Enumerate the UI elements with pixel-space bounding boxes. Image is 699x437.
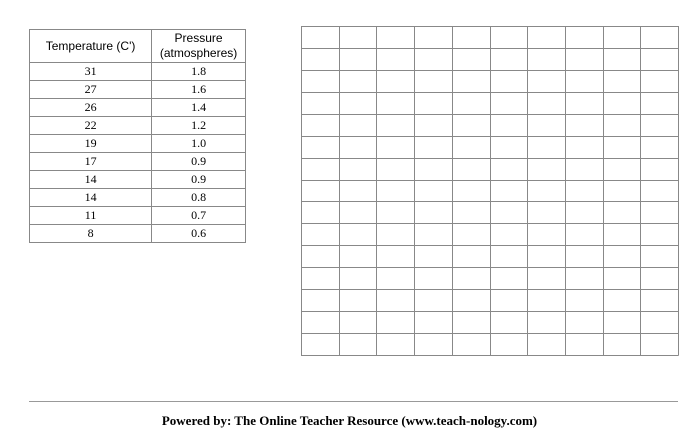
footer-text: Powered by: The Online Teacher Resource … [161, 413, 538, 428]
table-cell: 0.7 [151, 206, 246, 225]
table-cell: 19 [28, 134, 153, 153]
table-cell: 17 [28, 152, 153, 171]
table-row: 8 0.6 [28, 224, 246, 243]
table-row: 31 1.8 [28, 62, 246, 81]
table-row: 14 0.9 [28, 170, 246, 189]
table-cell: 0.6 [151, 224, 246, 243]
table-row: 17 0.9 [28, 152, 246, 171]
table-row: 14 0.8 [28, 188, 246, 207]
table-row: 11 0.7 [28, 206, 246, 225]
table-cell: 26 [28, 98, 153, 117]
table-cell: 14 [28, 188, 153, 207]
table-row: 19 1.0 [28, 134, 246, 153]
column-header: Pressure (atmospheres) [151, 29, 246, 63]
table-cell: 27 [28, 80, 153, 99]
blank-graph-grid [301, 26, 679, 356]
table-cell: 11 [28, 206, 153, 225]
table-cell: 31 [28, 62, 153, 81]
table-cell: 8 [28, 224, 153, 243]
table-row: 27 1.6 [28, 80, 246, 99]
table-cell: 1.8 [151, 62, 246, 81]
table-cell: 1.0 [151, 134, 246, 153]
table-cell: 1.6 [151, 80, 246, 99]
table-cell: 1.4 [151, 98, 246, 117]
table-row: 26 1.4 [28, 98, 246, 117]
table-cell: 0.9 [151, 170, 246, 189]
table-cell: 0.8 [151, 188, 246, 207]
data-table: Temperature (C') Pressure (atmospheres) 3… [28, 29, 246, 243]
footer-rule [29, 401, 678, 402]
table-body: 31 1.8 27 1.6 26 1.4 22 1.2 19 1.0 17 0.9 14 0.9 14 0.8… [28, 62, 246, 243]
table-cell: 1.2 [151, 116, 246, 135]
header-row: Temperature (C') Pressure (atmospheres) [28, 29, 246, 63]
table-row: 22 1.2 [28, 116, 246, 135]
table-cell: 22 [28, 116, 153, 135]
table-cell: 14 [28, 170, 153, 189]
table-cell: 0.9 [151, 152, 246, 171]
column-header: Temperature (C') [28, 29, 153, 63]
